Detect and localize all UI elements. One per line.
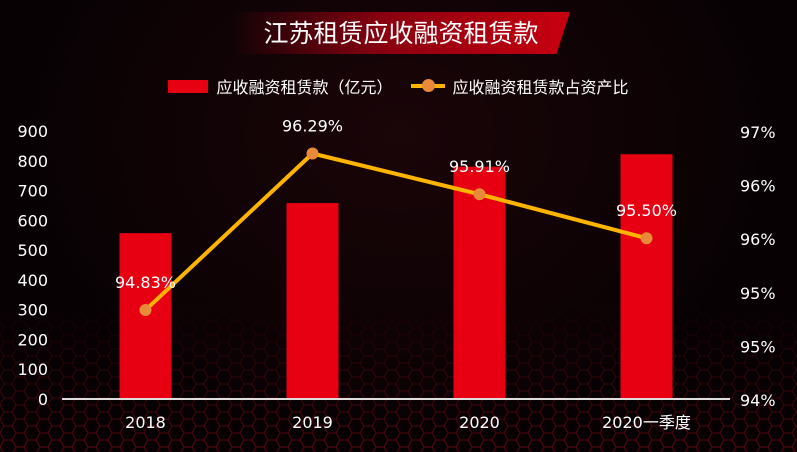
y-right-tick-label: 97% — [740, 123, 776, 142]
y-right-tick-label: 94% — [740, 391, 776, 410]
y-right-tick-label: 95% — [740, 284, 776, 303]
y-left-tick-label: 400 — [17, 271, 48, 290]
y-left-tick-label: 600 — [17, 211, 48, 230]
y-right-tick-label: 95% — [740, 337, 776, 356]
legend: 应收融资租赁款（亿元） 应收融资租赁款占资产比 — [0, 74, 797, 98]
y-left-tick-label: 700 — [17, 182, 48, 201]
legend-bar-swatch — [168, 79, 209, 93]
x-tick-label: 2019 — [292, 413, 333, 432]
data-label: 95.91% — [449, 157, 510, 176]
line-marker — [473, 188, 486, 201]
legend-line-swatch — [410, 79, 445, 92]
y-left-tick-label: 0 — [38, 390, 48, 409]
bar — [119, 233, 172, 399]
bar — [286, 203, 339, 399]
y-left-tick-label: 500 — [17, 241, 48, 260]
line-series — [144, 151, 648, 312]
y-right-tick-label: 96% — [740, 177, 776, 196]
y-left-tick-label: 100 — [17, 360, 48, 379]
x-tick-label: 2020 — [459, 413, 500, 432]
x-tick-label: 2018 — [125, 413, 166, 432]
y-left-tick-label: 200 — [17, 330, 48, 349]
data-label: 96.29% — [282, 117, 343, 136]
line-marker — [306, 147, 319, 160]
data-label: 94.83% — [115, 273, 176, 292]
title-banner — [232, 12, 570, 54]
legend-line-label: 应收融资租赁款占资产比 — [452, 78, 629, 97]
legend-bar-label: 应收融资租赁款（亿元） — [216, 78, 393, 97]
chart-title: 江苏租赁应收融资租赁款 — [263, 19, 539, 48]
x-tick-label: 2020一季度 — [602, 413, 691, 432]
y-left-tick-label: 300 — [17, 301, 48, 320]
y-left-tick-label: 800 — [17, 152, 48, 171]
bar — [453, 166, 506, 399]
y-left-tick-label: 900 — [17, 122, 48, 141]
data-label: 95.50% — [616, 201, 677, 220]
y-right-tick-label: 96% — [740, 230, 776, 249]
bar — [620, 154, 673, 399]
line-marker — [640, 232, 653, 245]
line-marker — [139, 304, 152, 317]
